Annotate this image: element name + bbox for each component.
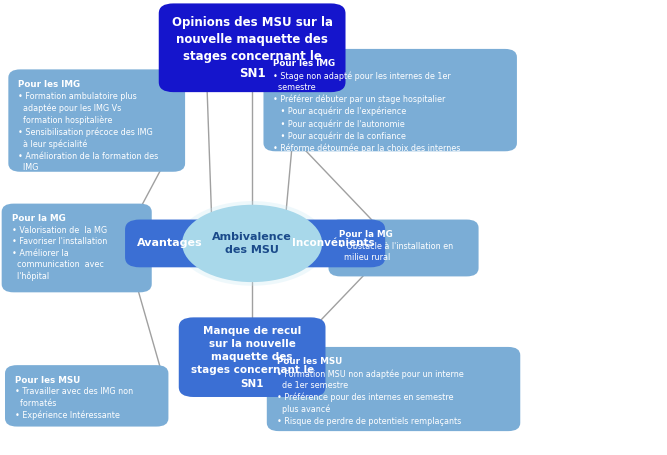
Ellipse shape (182, 205, 322, 282)
Text: Pour les MSU: Pour les MSU (15, 376, 80, 384)
FancyBboxPatch shape (125, 219, 215, 267)
FancyBboxPatch shape (281, 219, 386, 267)
Text: Avantages: Avantages (137, 238, 203, 248)
Text: • Valorisation de  la MG
• Favoriser l'installation
• Améliorer la
  communicati: • Valorisation de la MG • Favoriser l'in… (12, 226, 107, 281)
FancyBboxPatch shape (159, 4, 346, 92)
Text: • Formation ambulatoire plus
  adaptée pour les IMG Vs
  formation hospitalière
: • Formation ambulatoire plus adaptée pou… (18, 92, 159, 172)
FancyBboxPatch shape (2, 204, 152, 292)
Text: Opinions des MSU sur la
nouvelle maquette des
stages concernant le
SN1: Opinions des MSU sur la nouvelle maquett… (171, 16, 333, 80)
Text: Manque de recul
sur la nouvelle
maquette des
stages concernant le
SN1: Manque de recul sur la nouvelle maquette… (191, 326, 313, 389)
Text: Ambivalence
des MSU: Ambivalence des MSU (212, 232, 292, 255)
Text: Pour les MSU: Pour les MSU (277, 358, 342, 366)
Text: Inconvénients: Inconvénients (292, 238, 375, 248)
Text: • Stage non adapté pour les internes de 1er
  semestre
• Préférer débuter par un: • Stage non adapté pour les internes de … (273, 71, 461, 153)
FancyBboxPatch shape (8, 70, 185, 172)
Ellipse shape (177, 201, 327, 286)
FancyBboxPatch shape (5, 365, 168, 427)
Text: Pour la MG: Pour la MG (12, 214, 65, 223)
FancyBboxPatch shape (263, 49, 517, 151)
Text: Pour la MG: Pour la MG (338, 230, 392, 239)
FancyBboxPatch shape (328, 219, 478, 276)
Text: • Obstacle à l'installation en
  milieu rural: • Obstacle à l'installation en milieu ru… (338, 242, 453, 262)
Text: Pour les IMG: Pour les IMG (18, 80, 81, 89)
Text: • Travailler avec des IMG non
  formatés
• Expérience Intéressante: • Travailler avec des IMG non formatés •… (15, 387, 133, 420)
Text: • Formation MSU non adaptée pour un interne
  de 1er semestre
• Préférence pour : • Formation MSU non adaptée pour un inte… (277, 369, 464, 426)
FancyBboxPatch shape (179, 318, 325, 397)
FancyBboxPatch shape (267, 347, 520, 431)
Text: Pour les IMG: Pour les IMG (273, 59, 336, 68)
